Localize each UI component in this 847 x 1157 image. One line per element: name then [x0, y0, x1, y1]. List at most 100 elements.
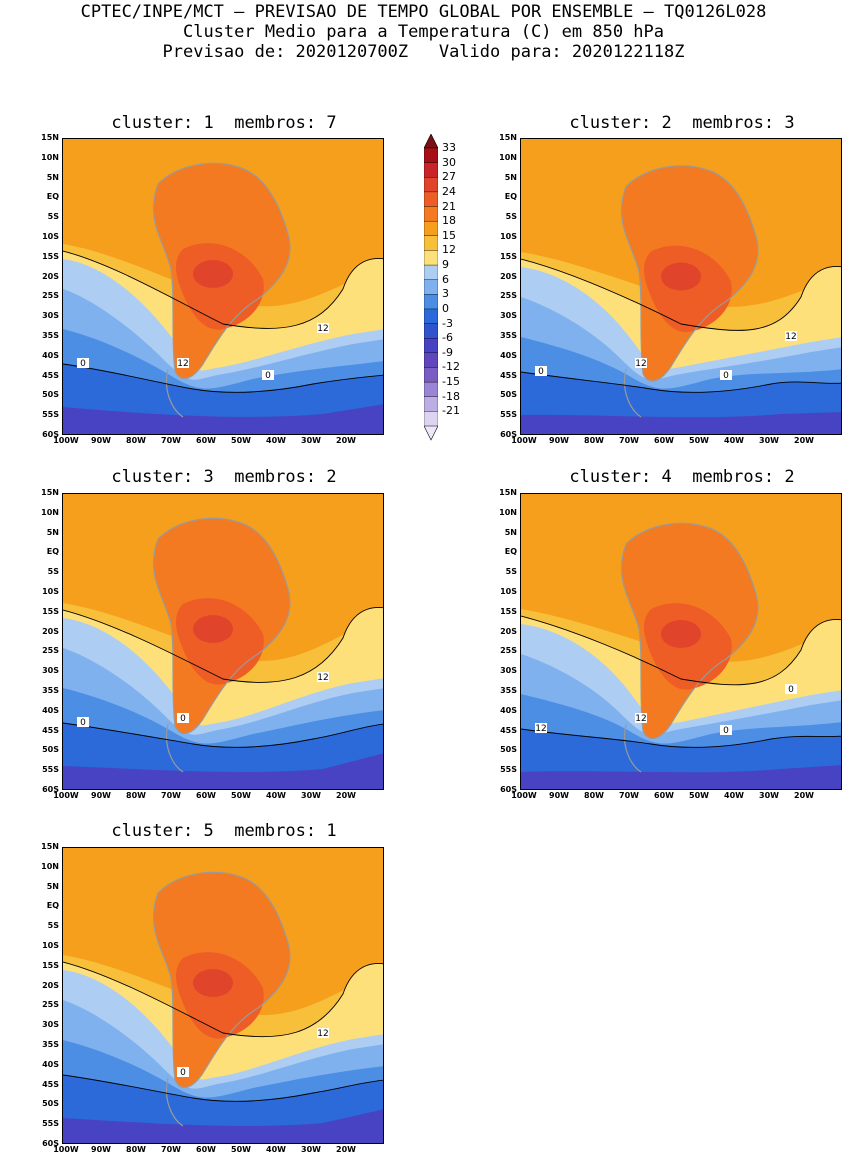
shading-band — [63, 753, 383, 789]
panel-title: cluster: 5 membros: 1 — [111, 821, 337, 841]
lat-tick-label: 15N — [499, 488, 517, 497]
lat-tick-label: EQ — [46, 547, 59, 557]
contour-label-bg — [720, 725, 732, 735]
lon-tick-label: 100W — [53, 1145, 79, 1154]
colorbar-bottom-arrow — [423, 425, 439, 441]
contour-label-bg — [77, 717, 89, 727]
lon-tick-label: 100W — [53, 791, 79, 800]
lat-tick-label: 55S — [42, 1119, 59, 1129]
coastline — [620, 522, 759, 773]
lon-tick-label: 60W — [654, 791, 674, 800]
map-svg: 12 12 0 0 — [63, 139, 383, 434]
colorbar-tick-label: 0 — [442, 301, 449, 315]
coastline — [152, 162, 291, 418]
lon-tick-label: 90W — [549, 436, 569, 445]
lon-tick-label: 60W — [196, 1145, 216, 1154]
colorbar-tick-label: 12 — [442, 243, 456, 257]
lon-tick-label: 70W — [161, 436, 181, 445]
lon-tick-label: 30W — [301, 436, 321, 445]
lon-tick-label: 50W — [231, 436, 251, 445]
lat-tick-label: 15S — [42, 251, 59, 261]
map-svg: 12 0 0 — [63, 494, 383, 789]
contour-label: 0 — [723, 371, 729, 381]
contour-label: 0 — [265, 371, 271, 381]
contour-label-bg — [177, 713, 189, 723]
colorbar-swatch — [423, 250, 439, 266]
lon-tick-label: 60W — [196, 436, 216, 445]
lat-tick-label: 35S — [500, 331, 517, 340]
lat-tick-label: 50S — [42, 390, 59, 400]
lon-tick-label: 80W — [126, 1145, 146, 1154]
lat-tick-label: 15N — [41, 133, 59, 142]
lat-tick-label: 25S — [500, 291, 517, 301]
lon-tick-label: 100W — [511, 436, 537, 445]
contour-12 — [63, 250, 383, 329]
lon-tick-label: 70W — [619, 436, 639, 445]
lat-tick-label: 10S — [500, 587, 517, 596]
lon-tick-label: 60W — [654, 436, 674, 445]
contour-label: 0 — [723, 726, 729, 736]
colorbar-swatch — [423, 381, 439, 398]
colorbar-swatch — [423, 338, 439, 354]
lon-tick-label: 40W — [724, 791, 744, 800]
lat-tick-label: 5S — [47, 921, 59, 931]
lat-tick-label: 10S — [42, 587, 59, 596]
colorbar-swatch — [423, 367, 439, 383]
contour-label: 12 — [317, 1029, 328, 1039]
colorbar-swatch — [423, 308, 439, 325]
lat-tick-label: 40S — [42, 350, 59, 360]
lat-tick-label: 55S — [500, 765, 517, 775]
lat-tick-label: 60S — [42, 1139, 59, 1148]
contour-label-bg — [535, 723, 547, 733]
lat-tick-label: 30S — [500, 666, 517, 676]
contour-label: 0 — [538, 367, 544, 377]
shading-band — [63, 1109, 383, 1143]
lon-tick-label: 30W — [301, 791, 321, 800]
panel-title: cluster: 1 membros: 7 — [111, 113, 337, 133]
lat-tick-label: 15S — [500, 606, 517, 616]
lat-tick-label: 20S — [42, 271, 59, 281]
colorbar-swatch — [423, 352, 439, 368]
map-panel: 12 12 0 0 — [520, 138, 842, 435]
colorbar-swatch — [423, 191, 439, 208]
contour-label-bg — [635, 713, 647, 723]
lat-tick-label: 55S — [42, 765, 59, 775]
contour-0 — [63, 1074, 383, 1102]
lat-tick-label: 15S — [500, 251, 517, 261]
contour-label-bg — [720, 370, 732, 380]
map-panel: 12 0 0 — [62, 493, 384, 790]
colorbar-swatch — [423, 396, 439, 412]
contour-label-bg — [262, 370, 274, 380]
shading-27 — [661, 620, 701, 648]
lat-tick-label: 45S — [42, 725, 59, 735]
colorbar-tick-label: 27 — [442, 170, 456, 184]
lon-tick-label: 20W — [336, 791, 356, 800]
lat-tick-label: 45S — [500, 370, 517, 380]
lat-tick-label: 15S — [42, 606, 59, 616]
header-line-1: CPTEC/INPE/MCT – PREVISAO DE TEMPO GLOBA… — [80, 2, 767, 22]
lon-tick-label: 80W — [584, 436, 604, 445]
lat-tick-label: 60S — [500, 785, 517, 794]
lon-tick-label: 90W — [91, 436, 111, 445]
lat-tick-label: 40S — [42, 1059, 59, 1069]
shading-band — [63, 404, 383, 434]
colorbar-swatch — [423, 162, 439, 178]
coastline — [152, 517, 291, 773]
contour-label: 12 — [785, 332, 796, 342]
colorbar-tick-label: 18 — [442, 214, 456, 228]
colorbar-swatch — [423, 220, 439, 237]
colorbar-swatch — [423, 177, 439, 193]
colorbar-tick-label: -21 — [442, 404, 460, 418]
lon-tick-label: 70W — [161, 1145, 181, 1154]
map-svg: 12 0 — [63, 848, 383, 1143]
lon-tick-label: 30W — [301, 1145, 321, 1154]
contour-label: 0 — [180, 714, 186, 724]
colorbar-swatch — [423, 411, 439, 427]
contour-0 — [521, 728, 841, 748]
lat-tick-label: 5N — [504, 527, 517, 537]
contour-label-bg — [635, 358, 647, 368]
panel-title: cluster: 2 membros: 3 — [569, 113, 795, 133]
contour-label-bg — [317, 1028, 329, 1038]
lat-tick-label: 40S — [500, 350, 517, 360]
colorbar-tick-label: 9 — [442, 258, 449, 272]
